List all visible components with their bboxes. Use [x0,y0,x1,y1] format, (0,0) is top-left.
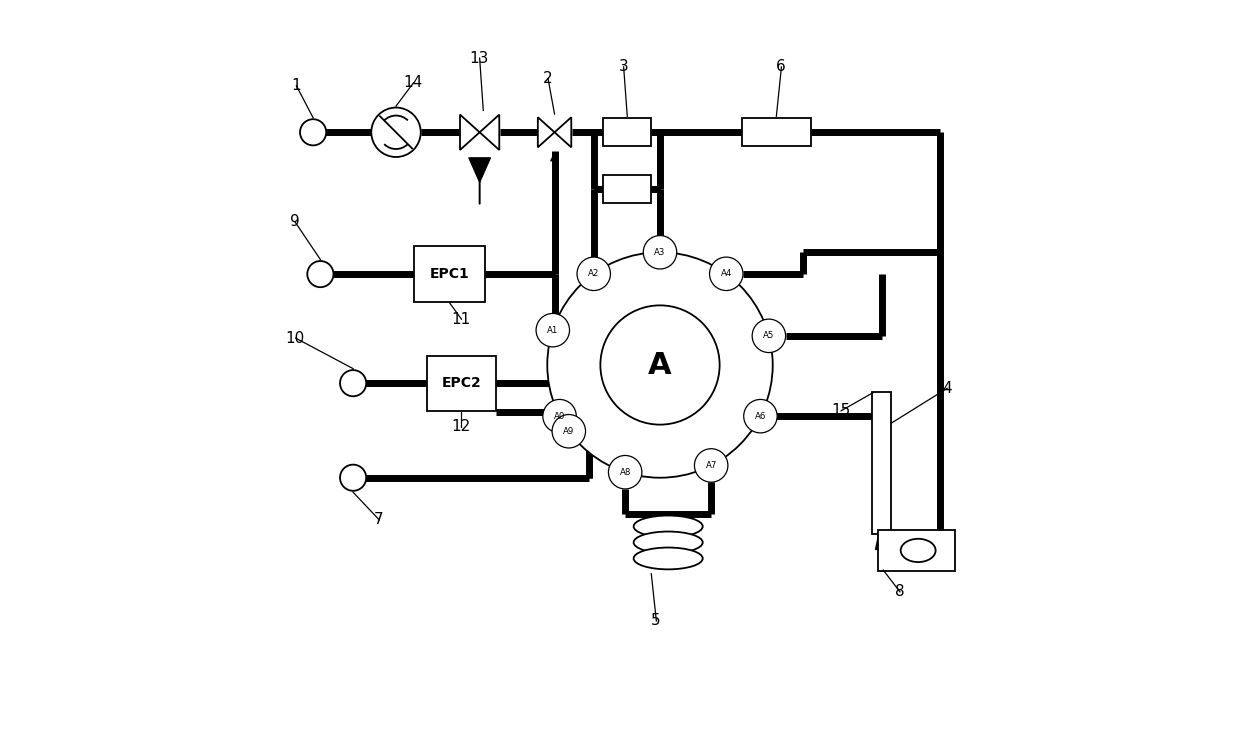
Circle shape [609,456,642,489]
Text: A: A [649,350,672,380]
Text: A8: A8 [620,468,631,477]
Text: EPC2: EPC2 [441,376,481,390]
Ellipse shape [634,548,703,569]
Bar [427,356,496,411]
Bar [603,118,651,146]
Polygon shape [460,115,480,150]
Circle shape [744,399,777,433]
Polygon shape [469,158,491,182]
Text: A0: A0 [554,412,565,420]
Text: A5: A5 [763,331,775,340]
Circle shape [543,399,577,433]
Circle shape [694,449,728,482]
Circle shape [577,257,610,291]
Circle shape [547,253,773,477]
Text: 12: 12 [451,419,470,434]
Text: A3: A3 [655,247,666,257]
Circle shape [340,464,366,491]
Text: A7: A7 [706,461,717,470]
Text: 5: 5 [651,613,661,629]
Text: 15: 15 [831,403,851,418]
Text: 7: 7 [374,512,384,527]
Text: 11: 11 [451,312,470,327]
Ellipse shape [634,531,703,553]
Circle shape [552,415,585,448]
Text: A2: A2 [588,269,599,278]
Circle shape [600,305,719,425]
Text: 6: 6 [776,59,786,74]
Text: 2: 2 [543,71,553,86]
Circle shape [753,319,786,353]
Bar [603,175,651,203]
Polygon shape [480,115,500,150]
Polygon shape [538,118,554,147]
Ellipse shape [900,539,936,562]
Text: EPC1: EPC1 [430,267,470,281]
Text: 8: 8 [895,585,904,599]
Text: 14: 14 [403,75,423,91]
Ellipse shape [634,515,703,537]
Text: A1: A1 [547,326,558,334]
Text: 13: 13 [470,50,489,66]
Text: 3: 3 [619,59,629,74]
Bar [414,247,486,301]
Text: A4: A4 [720,269,732,278]
Text: A9: A9 [563,427,574,436]
Circle shape [308,261,334,287]
Polygon shape [554,118,572,147]
Text: 9: 9 [290,214,300,229]
Circle shape [371,107,420,157]
Bar [743,118,811,146]
Circle shape [709,257,743,291]
Circle shape [536,313,569,347]
Circle shape [340,370,366,396]
Circle shape [644,236,677,269]
Text: A6: A6 [755,412,766,420]
Bar [878,530,955,571]
Text: 4: 4 [942,381,952,396]
Circle shape [300,119,326,145]
Text: 10: 10 [285,331,305,345]
Text: 1: 1 [291,78,301,93]
Bar [873,392,892,534]
